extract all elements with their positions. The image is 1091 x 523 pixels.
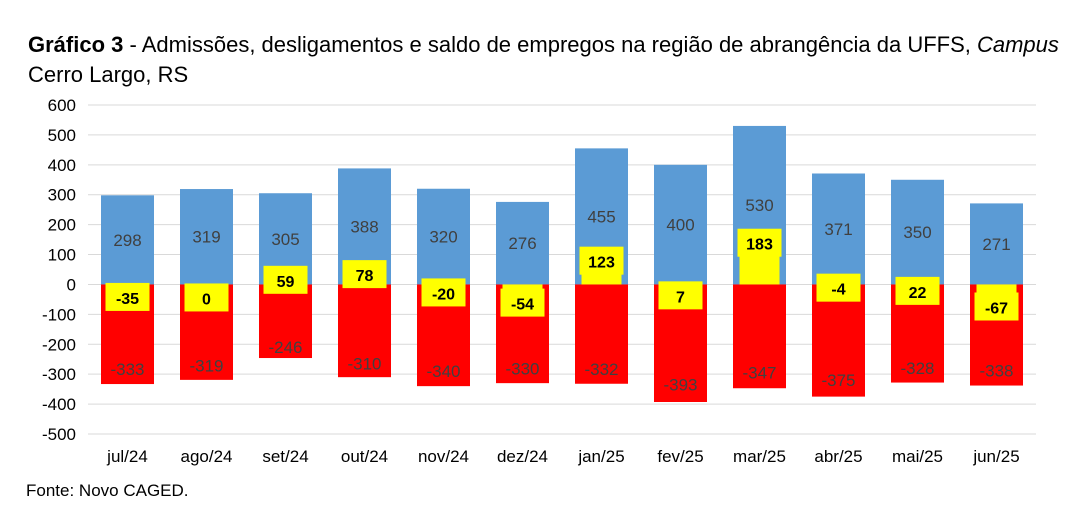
- data-label-saldo: 0: [202, 291, 211, 308]
- data-label-admissoes: 320: [429, 228, 457, 247]
- x-tick-label: mai/25: [892, 447, 943, 466]
- x-tick-label: dez/24: [497, 447, 548, 466]
- data-label-admissoes: 388: [350, 217, 378, 236]
- data-label-admissoes: 305: [271, 230, 299, 249]
- data-label-saldo-box: [184, 283, 229, 312]
- data-label-saldo: -54: [511, 297, 534, 314]
- data-label-admissoes: 276: [508, 234, 536, 253]
- bar-admissoes: [496, 201, 549, 285]
- data-label-saldo-box: [105, 282, 150, 311]
- data-label-saldo-box: [895, 276, 940, 305]
- bar-admissoes: [970, 203, 1023, 285]
- data-label-desligamentos: -393: [663, 375, 697, 394]
- y-tick-label: 300: [48, 186, 76, 205]
- data-label-admissoes: 319: [192, 228, 220, 247]
- y-tick-label: -200: [42, 335, 76, 354]
- x-tick-label: out/24: [341, 447, 388, 466]
- bar-desligamentos: [259, 284, 312, 359]
- chart-title-label: Gráfico 3: [28, 32, 124, 57]
- bar-admissoes: [654, 164, 707, 285]
- bar-desligamentos: [733, 284, 786, 389]
- data-label-saldo: 78: [356, 268, 374, 285]
- data-label-saldo-box: [500, 288, 545, 317]
- y-tick-label: -100: [42, 305, 76, 324]
- data-label-desligamentos: -330: [505, 359, 539, 378]
- x-tick-label: nov/24: [418, 447, 469, 466]
- bar-desligamentos: [338, 284, 391, 378]
- data-label-saldo-box: [421, 278, 466, 307]
- data-label-admissoes: 530: [745, 196, 773, 215]
- data-label-saldo: -4: [831, 282, 845, 299]
- data-label-desligamentos: -375: [821, 371, 855, 390]
- y-tick-label: -300: [42, 365, 76, 384]
- data-label-saldo-box: [974, 292, 1019, 321]
- data-label-saldo-box: [737, 228, 782, 257]
- data-label-saldo-box: [816, 273, 861, 302]
- data-label-saldo-box: [658, 281, 703, 310]
- bar-desligamentos: [575, 284, 628, 384]
- y-tick-label: 600: [48, 96, 76, 115]
- data-label-admissoes: 455: [587, 207, 615, 226]
- y-tick-label: -400: [42, 395, 76, 414]
- bar-admissoes: [180, 189, 233, 285]
- bar-admissoes: [891, 179, 944, 285]
- data-label-saldo: 123: [588, 255, 615, 272]
- y-tick-label: 200: [48, 216, 76, 235]
- data-label-desligamentos: -319: [189, 357, 223, 376]
- x-tick-label: jun/25: [972, 447, 1019, 466]
- data-label-saldo: -20: [432, 286, 455, 303]
- data-label-desligamentos: -347: [742, 364, 776, 383]
- data-label-saldo-box: [342, 260, 387, 289]
- data-label-desligamentos: -338: [979, 361, 1013, 380]
- data-label-saldo: -67: [985, 300, 1008, 317]
- y-tick-label: -500: [42, 425, 76, 444]
- data-label-saldo: 22: [909, 285, 927, 302]
- data-label-saldo-box: [579, 246, 624, 275]
- data-label-saldo: 183: [746, 237, 773, 254]
- data-label-desligamentos: -333: [110, 360, 144, 379]
- chart-title-separator: -: [123, 32, 142, 57]
- data-label-saldo: -35: [116, 291, 139, 308]
- chart-title: Gráfico 3 - Admissões, desligamentos e s…: [28, 30, 1078, 90]
- x-tick-label: fev/25: [657, 447, 703, 466]
- y-tick-label: 100: [48, 246, 76, 265]
- data-label-saldo: 7: [676, 289, 685, 306]
- x-tick-label: ago/24: [181, 447, 233, 466]
- bar-admissoes: [101, 195, 154, 285]
- data-label-desligamentos: -340: [426, 362, 460, 381]
- x-tick-label: abr/25: [814, 447, 862, 466]
- x-tick-label: set/24: [262, 447, 308, 466]
- bar-admissoes: [417, 188, 470, 285]
- x-tick-label: mar/25: [733, 447, 786, 466]
- chart-title-text-1: Admissões, desligamentos e saldo de empr…: [141, 32, 977, 57]
- chart-title-text-2: Cerro Largo, RS: [28, 62, 189, 87]
- x-tick-label: jul/24: [106, 447, 148, 466]
- chart-title-italic: Campus: [976, 32, 1059, 57]
- data-label-desligamentos: -332: [584, 360, 618, 379]
- x-tick-label: jan/25: [577, 447, 624, 466]
- data-label-admissoes: 400: [666, 216, 694, 235]
- y-tick-label: 500: [48, 126, 76, 145]
- y-tick-label: 0: [67, 275, 76, 294]
- data-label-admissoes: 271: [982, 235, 1010, 254]
- data-label-desligamentos: -328: [900, 359, 934, 378]
- data-label-admissoes: 371: [824, 220, 852, 239]
- bar-admissoes: [812, 173, 865, 285]
- y-tick-label: 400: [48, 156, 76, 175]
- data-label-desligamentos: -246: [268, 338, 302, 357]
- bar-desligamentos: [812, 284, 865, 397]
- source-note: Fonte: Novo CAGED.: [26, 481, 189, 500]
- data-label-admissoes: 298: [113, 231, 141, 250]
- data-label-saldo: 59: [277, 274, 295, 291]
- data-label-desligamentos: -310: [347, 354, 381, 373]
- data-label-admissoes: 350: [903, 223, 931, 242]
- data-label-saldo-box: [263, 265, 308, 294]
